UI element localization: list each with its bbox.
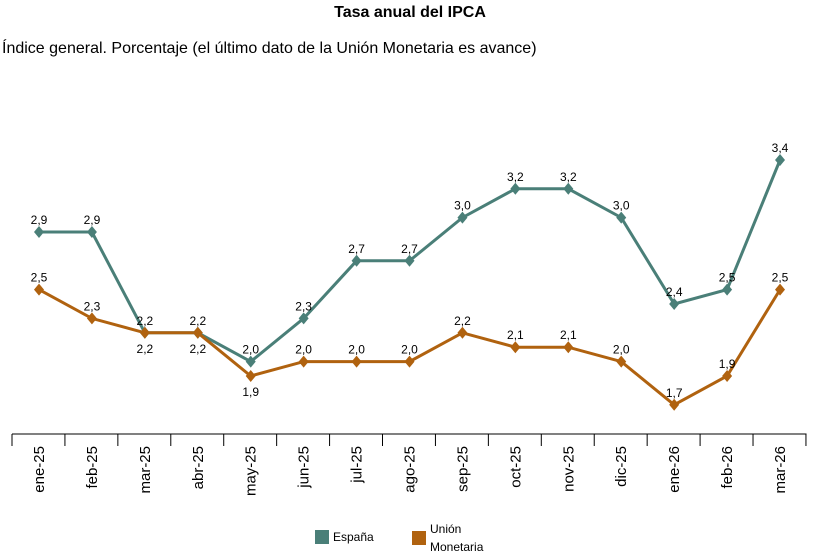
- data-label: 2,3: [295, 299, 312, 313]
- data-point-marker: [775, 154, 786, 166]
- data-label: 2,7: [401, 242, 418, 256]
- data-point-marker: [669, 398, 680, 411]
- data-label: 1,9: [242, 385, 259, 399]
- data-point-marker: [298, 312, 309, 325]
- data-label: 2,0: [242, 343, 259, 357]
- data-point-marker: [510, 341, 521, 354]
- data-label: 3,0: [613, 199, 630, 213]
- data-label: 2,4: [666, 285, 683, 299]
- data-point-marker: [139, 326, 150, 339]
- data-point-marker: [298, 355, 309, 368]
- data-label: 2,9: [31, 213, 48, 227]
- data-label: 3,4: [772, 141, 789, 155]
- data-point-marker: [722, 370, 733, 382]
- data-point-marker: [563, 182, 574, 195]
- data-label: 3,2: [560, 170, 577, 184]
- data-label: 3,2: [507, 170, 524, 184]
- x-tick-label: jun-25: [296, 446, 313, 489]
- data-label: 3,0: [454, 199, 471, 213]
- x-tick-label: sep-25: [454, 446, 471, 492]
- data-label: 2,2: [189, 314, 206, 328]
- data-point-marker: [404, 254, 415, 267]
- data-point-marker: [34, 226, 44, 238]
- x-tick-label: jul-25: [349, 446, 366, 484]
- data-label: 2,7: [348, 242, 365, 256]
- data-point-marker: [722, 283, 733, 296]
- x-tick-label: feb-25: [84, 446, 101, 489]
- chart-subtitle: Índice general. Porcentaje (el último da…: [2, 40, 537, 57]
- x-tick-label: may-25: [243, 446, 260, 496]
- data-point-marker: [563, 341, 574, 354]
- data-point-marker: [457, 326, 468, 339]
- data-point-marker: [351, 355, 362, 368]
- data-label: 2,2: [454, 314, 471, 328]
- data-point-marker: [616, 211, 627, 224]
- data-point-marker: [510, 182, 521, 195]
- data-label: 2,0: [401, 343, 418, 357]
- legend-label-monetaria: Monetaria: [430, 540, 484, 554]
- legend-swatch-union-monetaria: [412, 531, 426, 545]
- data-label: 2,3: [84, 299, 101, 313]
- x-tick-label: feb-26: [719, 446, 736, 489]
- data-label: 1,9: [719, 357, 736, 371]
- data-point-marker: [616, 355, 627, 368]
- x-tick-label: abr-25: [190, 446, 207, 489]
- legend-label-espana: España: [333, 530, 374, 544]
- data-label: 2,2: [137, 342, 154, 356]
- data-point-marker: [404, 355, 415, 368]
- data-point-marker: [245, 355, 256, 368]
- x-tick-label: dic-25: [613, 446, 630, 487]
- data-point-marker: [457, 211, 468, 224]
- x-tick-label: ago-25: [402, 446, 419, 493]
- data-point-marker: [351, 254, 362, 267]
- x-tick-label: mar-25: [137, 446, 154, 494]
- data-point-marker: [192, 326, 203, 339]
- data-label: 2,5: [31, 271, 48, 285]
- legend-item-espana: España: [315, 530, 374, 544]
- data-point-marker: [34, 283, 44, 296]
- data-label: 2,0: [613, 343, 630, 357]
- data-label: 2,5: [719, 271, 736, 285]
- data-label: 2,0: [295, 343, 312, 357]
- data-point-marker: [86, 312, 97, 325]
- x-tick-label: nov-25: [560, 446, 577, 492]
- data-label: 2,2: [189, 342, 206, 356]
- legend-item-union-monetaria: Unión Monetaria: [412, 520, 483, 556]
- data-label: 2,1: [560, 328, 577, 342]
- data-point-marker: [775, 283, 786, 296]
- x-tick-label: mar-26: [772, 446, 789, 494]
- data-label: 2,9: [84, 213, 101, 227]
- legend-label-union: Unión: [430, 522, 462, 536]
- x-tick-label: oct-25: [507, 446, 524, 488]
- x-tick-label: ene-26: [666, 446, 683, 493]
- data-label: 2,5: [772, 271, 789, 285]
- data-label: 1,7: [666, 386, 683, 400]
- data-label: 2,0: [348, 343, 365, 357]
- data-point-marker: [86, 226, 97, 238]
- data-label: 2,1: [507, 328, 524, 342]
- data-point-marker: [669, 298, 680, 310]
- data-label: 2,2: [137, 314, 154, 328]
- legend-swatch-espana: [315, 530, 329, 544]
- data-point-marker: [245, 370, 256, 382]
- chart-title: Tasa anual del IPCA: [334, 4, 486, 21]
- x-tick-label: ene-25: [31, 446, 48, 493]
